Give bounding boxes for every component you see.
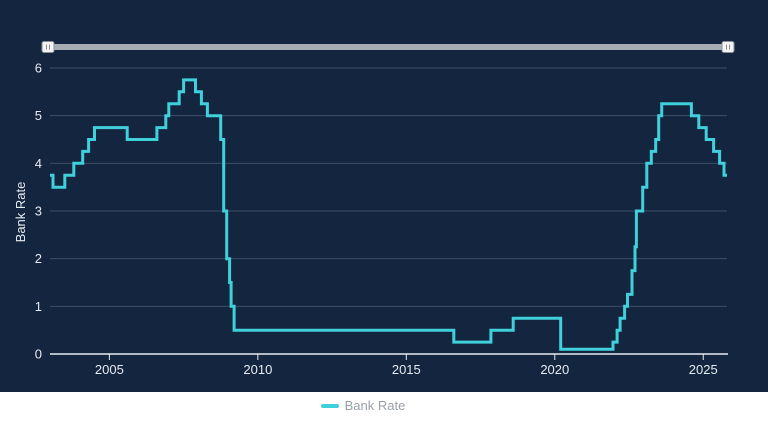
series-line-bank-rate xyxy=(50,78,727,351)
bank-rate-chart: 0 1 2 3 4 5 6 2005 2010 2015 2020 2025 Bank Rate xyxy=(13,41,735,377)
grid-layer xyxy=(50,67,727,307)
x-tick-label: 2020 xyxy=(540,362,569,377)
y-tick-label: 4 xyxy=(35,156,42,171)
y-tick-label: 1 xyxy=(35,299,42,314)
x-tick-label: 2015 xyxy=(392,362,421,377)
axis-layer: 0 1 2 3 4 5 6 2005 2010 2015 2020 2025 xyxy=(35,61,728,377)
legend-label: Bank Rate xyxy=(344,398,406,413)
x-tick-label: 2025 xyxy=(689,362,718,377)
x-tick-label: 2005 xyxy=(95,362,124,377)
y-tick-label: 6 xyxy=(35,61,42,76)
navigator-left-handle[interactable] xyxy=(41,41,55,53)
y-axis-title: Bank Rate xyxy=(13,182,28,243)
range-navigator[interactable] xyxy=(41,41,735,53)
chart-panel: 0 1 2 3 4 5 6 2005 2010 2015 2020 2025 Bank Rate xyxy=(0,0,768,392)
series-layer xyxy=(50,78,727,351)
x-tick-label: 2010 xyxy=(243,362,272,377)
legend[interactable]: Bank Rate xyxy=(0,398,726,413)
legend-swatch xyxy=(320,403,339,408)
y-tick-label: 3 xyxy=(35,204,42,219)
y-tick-label: 0 xyxy=(35,347,42,362)
navigator-right-handle[interactable] xyxy=(721,41,735,53)
y-tick-label: 2 xyxy=(35,251,42,266)
y-tick-label: 5 xyxy=(35,108,42,123)
navigator-track[interactable] xyxy=(48,44,731,50)
